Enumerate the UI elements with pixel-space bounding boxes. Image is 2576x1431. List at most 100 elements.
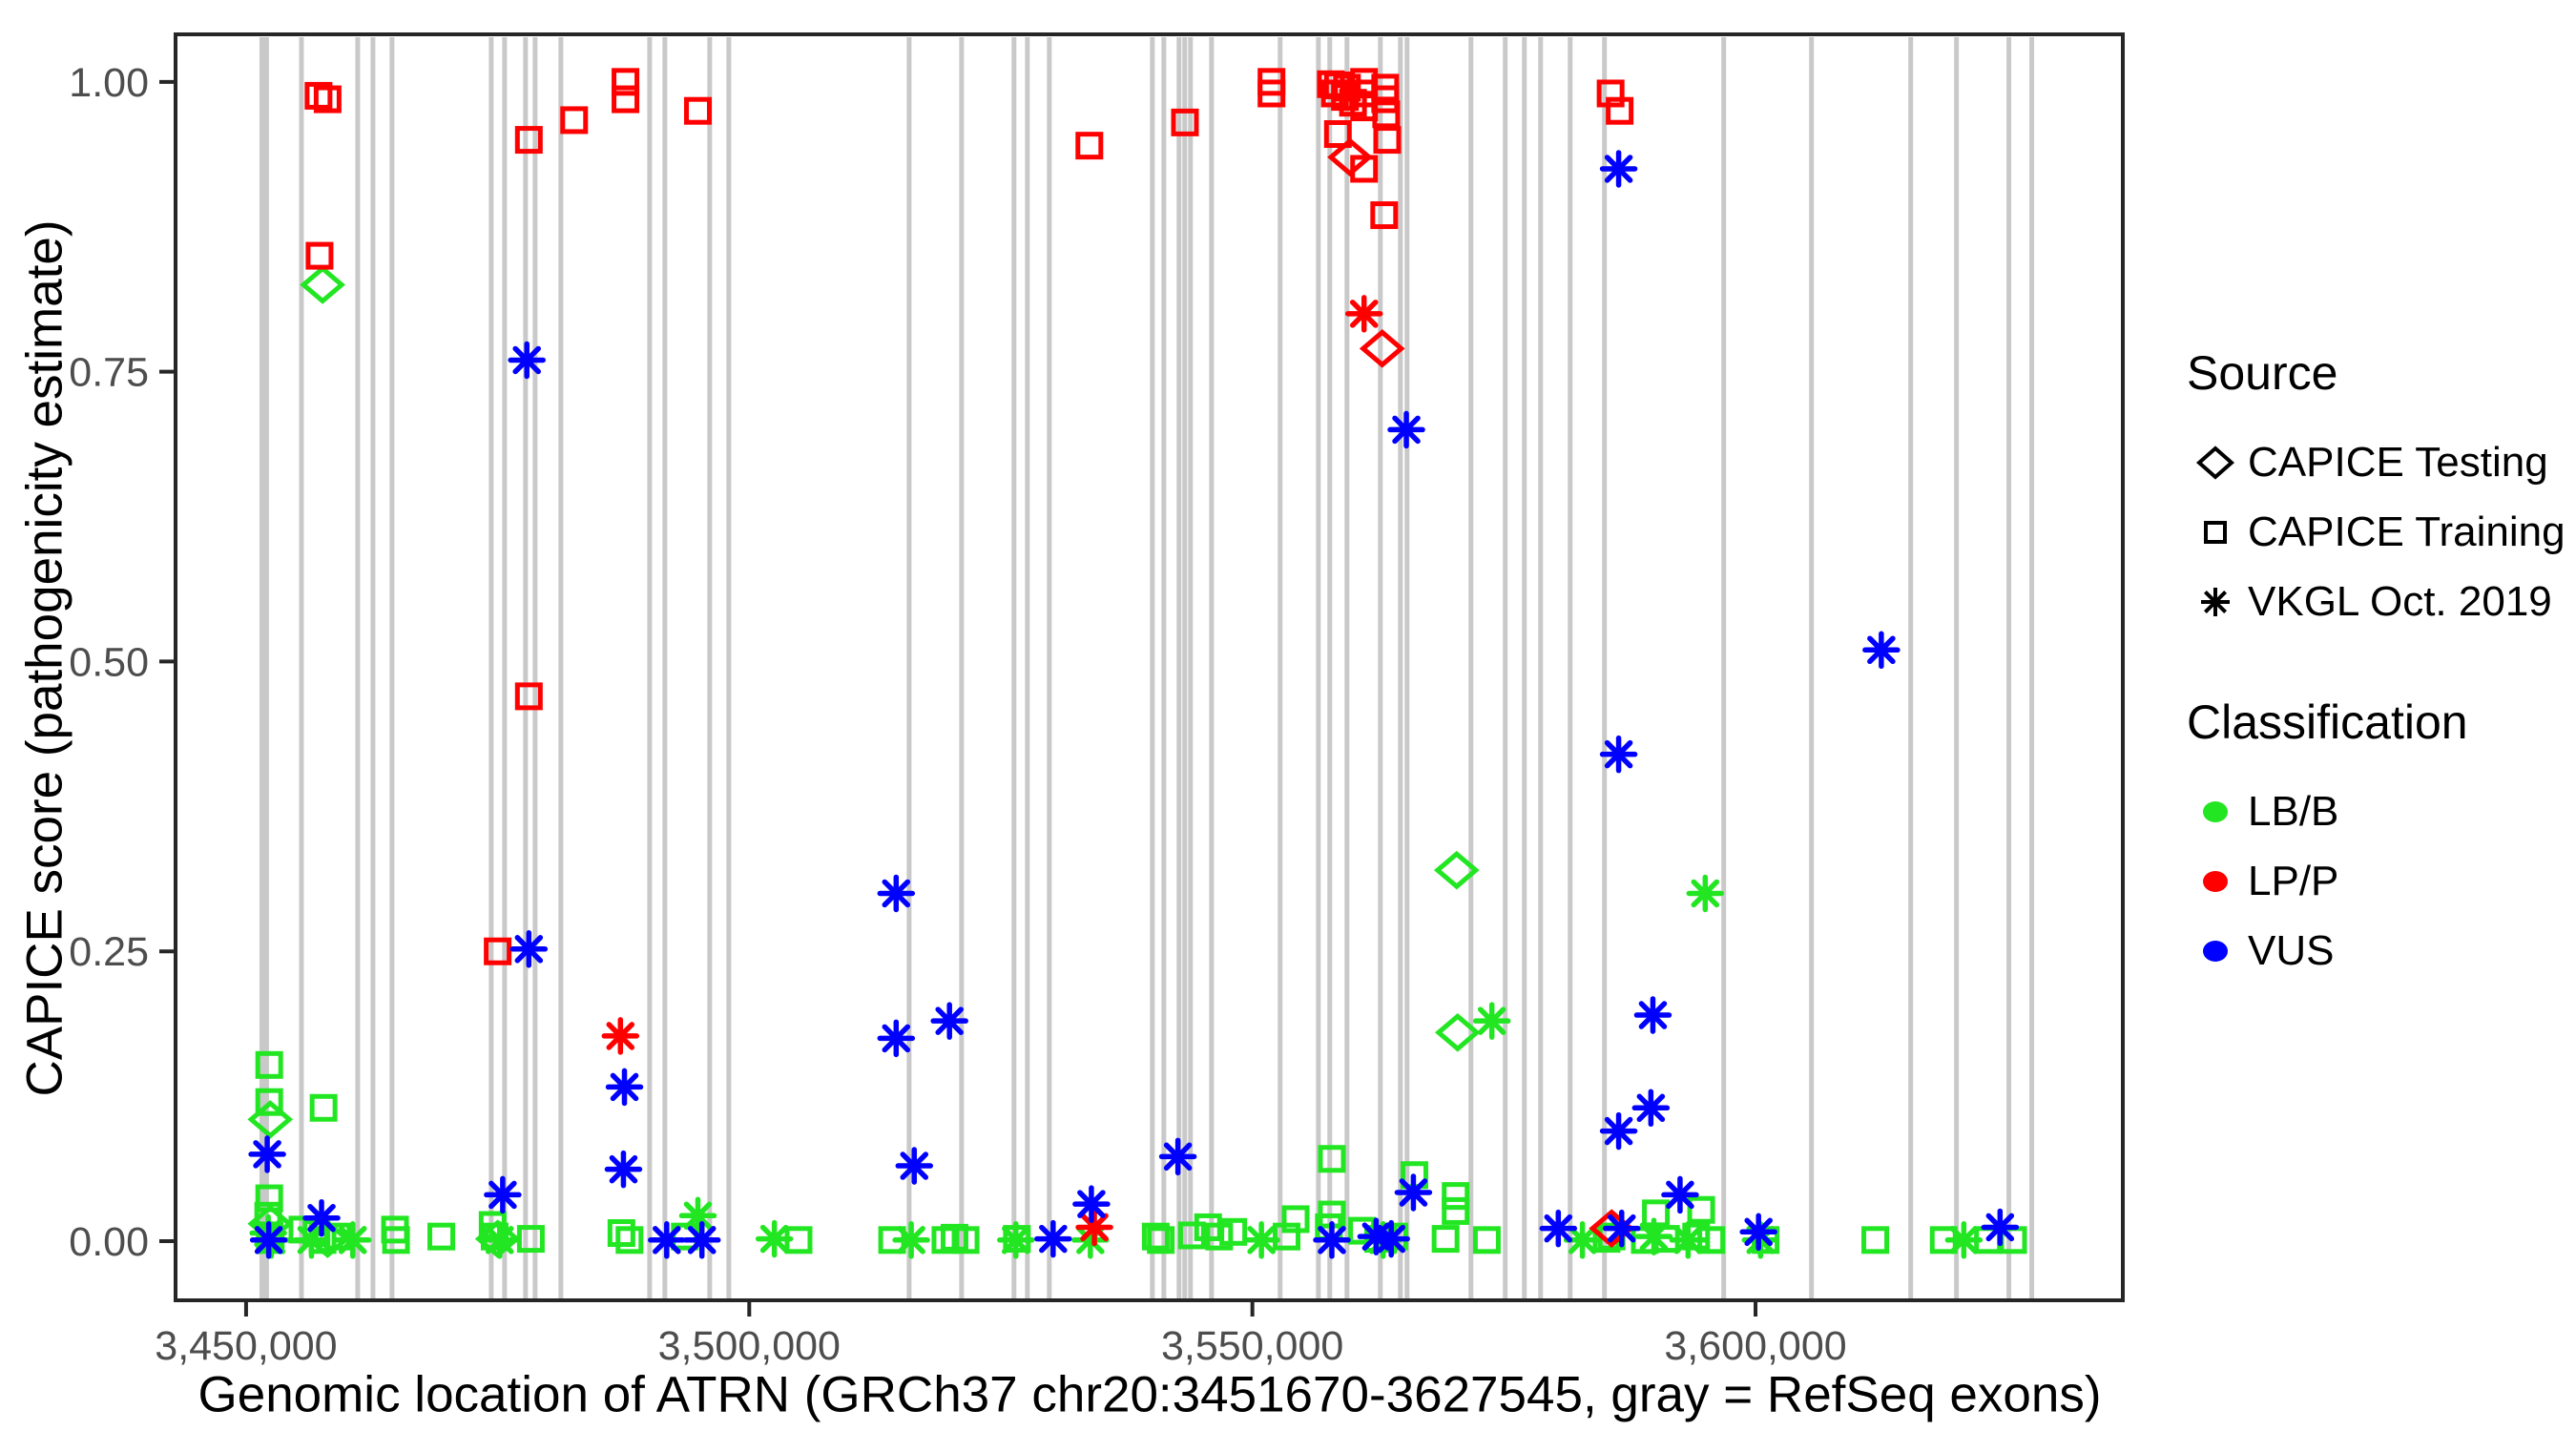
data-point — [1359, 329, 1405, 368]
data-point — [1323, 120, 1352, 149]
legend-item-label: CAPICE Training — [2248, 508, 2566, 555]
data-point — [1599, 1111, 1638, 1151]
data-point — [1862, 631, 1901, 670]
data-point — [1313, 1221, 1351, 1259]
data-point — [612, 68, 640, 96]
legend-item-capice-testing: CAPICE Testing — [2187, 427, 2568, 497]
asterisk-arm — [1604, 739, 1633, 769]
data-point — [1372, 1219, 1410, 1258]
data-point — [560, 106, 589, 135]
data-point — [1433, 850, 1480, 890]
data-point — [1687, 1195, 1715, 1224]
data-point — [1861, 1226, 1890, 1255]
legend-classification-title: Classification — [2187, 695, 2468, 749]
data-point — [755, 1219, 794, 1258]
data-point — [509, 930, 549, 968]
asterisk-arm — [1318, 1226, 1346, 1255]
data-point — [1373, 126, 1402, 155]
data-point — [1606, 96, 1634, 125]
data-point — [1596, 79, 1625, 108]
asterisk-arm — [759, 1224, 789, 1254]
data-point — [514, 682, 543, 711]
data-point — [1327, 137, 1373, 177]
data-point — [1739, 1213, 1777, 1252]
asterisk-arm — [1604, 155, 1633, 183]
data-point — [305, 241, 334, 270]
asterisk-arm — [1673, 1226, 1703, 1255]
data-point — [1372, 100, 1401, 129]
data-point — [427, 1222, 456, 1251]
asterisk-arm — [254, 1226, 283, 1255]
data-point — [1075, 1208, 1113, 1247]
data-point — [601, 1017, 640, 1055]
asterisk-arm — [1392, 415, 1421, 445]
panel-border — [174, 32, 2125, 1302]
data-point — [1472, 1002, 1511, 1040]
asterisk-arm — [1544, 1213, 1573, 1243]
asterisk-arm — [653, 1226, 681, 1255]
data-point — [1394, 1173, 1433, 1212]
x-tick-label: 3,550,000 — [1161, 1323, 1343, 1369]
asterisk-arm — [882, 879, 911, 908]
data-point — [1431, 1225, 1460, 1254]
data-point — [1177, 1221, 1206, 1250]
asterisk-arm — [1744, 1217, 1773, 1247]
asterisk-arm — [1691, 879, 1720, 908]
asterisk-arm — [1638, 1001, 1668, 1029]
y-tick-label: 0.25 — [69, 929, 149, 975]
data-point — [1171, 108, 1199, 136]
asterisk-arm — [1080, 1213, 1109, 1242]
data-point — [1434, 1013, 1481, 1052]
lpp-dot-icon — [2203, 870, 2228, 892]
legend-item-label: VUS — [2248, 926, 2335, 974]
data-point — [309, 1093, 338, 1122]
y-tick-label: 1.00 — [69, 60, 149, 106]
y-axis-title: CAPICE score (pathogenicity estimate) — [16, 219, 73, 1097]
data-point — [1631, 1089, 1671, 1128]
data-point — [1633, 996, 1672, 1034]
data-point — [612, 85, 640, 114]
data-point — [1281, 1205, 1310, 1234]
asterisk-arm — [1604, 1116, 1633, 1146]
asterisk-arm — [687, 1226, 717, 1255]
data-point — [302, 1198, 341, 1237]
data-point — [1602, 1209, 1641, 1248]
data-point — [678, 1196, 717, 1235]
data-point — [333, 1221, 372, 1259]
data-point — [249, 1221, 288, 1259]
asterisk-arm — [1639, 1222, 1669, 1251]
data-point — [604, 1150, 643, 1189]
lbb-dot-icon — [2203, 800, 2228, 822]
data-point — [877, 1019, 916, 1058]
data-point — [313, 85, 342, 114]
asterisk-arm — [253, 1140, 281, 1169]
asterisk-arm — [882, 1024, 911, 1053]
square-icon — [2204, 520, 2227, 544]
legend-source: Source CAPICE Testing CAPICE Training — [2187, 345, 2568, 636]
vus-dot-icon — [2203, 940, 2228, 962]
data-point — [508, 341, 546, 380]
data-point — [607, 1219, 635, 1248]
legend-item-label: CAPICE Testing — [2248, 438, 2548, 486]
data-point — [1634, 1217, 1673, 1255]
data-point — [484, 937, 512, 965]
data-point — [605, 1068, 644, 1107]
data-point — [1147, 1226, 1175, 1255]
asterisk-arm — [485, 1226, 514, 1255]
data-point — [1686, 874, 1725, 913]
data-point — [1219, 1217, 1248, 1246]
asterisk-arm — [1377, 1224, 1405, 1254]
data-point — [1599, 150, 1638, 188]
data-point — [255, 1184, 283, 1213]
asterisk-arm — [1349, 300, 1379, 328]
data-point — [1158, 1137, 1197, 1176]
asterisk-arm — [1985, 1213, 2015, 1242]
data-point — [895, 1147, 934, 1185]
data-point — [615, 1226, 644, 1255]
data-point — [1350, 155, 1379, 183]
data-point — [1371, 85, 1400, 114]
x-axis-title: Genomic location of ATRN (GRCh37 chr20:3… — [197, 1366, 2102, 1423]
asterisk-arm — [514, 935, 544, 964]
asterisk-arm — [307, 1203, 336, 1233]
